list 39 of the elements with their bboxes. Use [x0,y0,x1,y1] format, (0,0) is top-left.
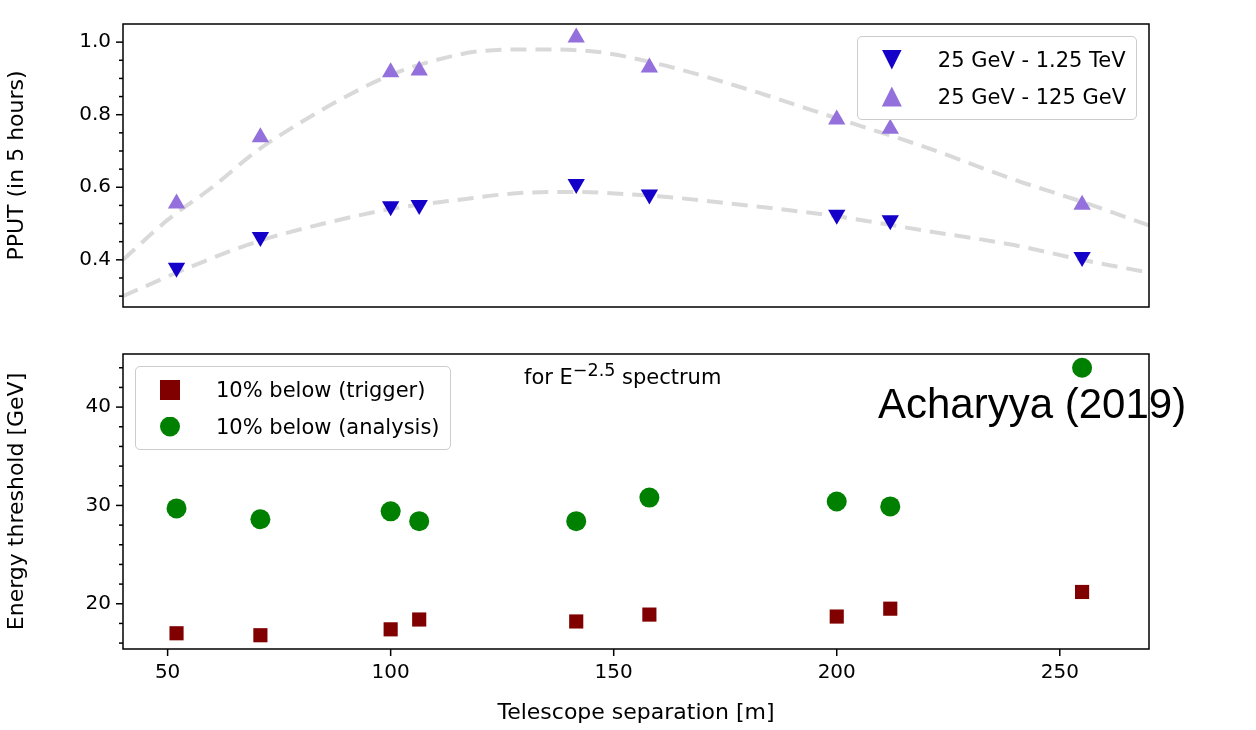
line-series [123,47,1149,262]
x-tick-label: 50 [154,659,181,684]
point [383,622,398,637]
point [169,626,184,641]
point [642,607,657,622]
point [569,614,584,629]
legend-label: 10% below (analysis) [216,414,440,439]
point [250,509,271,530]
annotation: for E$^{−2.5}$ spectrum [524,360,722,389]
point [380,501,401,522]
y-tick-label: 30 [85,491,111,516]
point [639,487,660,508]
x-tick-label: 150 [594,659,633,684]
y-tick-label: 0.6 [79,173,111,198]
point [880,496,901,517]
y-tick-label: 1.0 [79,28,111,53]
point [412,612,427,627]
point [166,498,187,519]
point [829,609,844,624]
legend-label: 25 GeV - 1.25 TeV [937,47,1126,72]
point [826,491,847,512]
point [1075,584,1090,600]
y-tick-label: 20 [85,589,111,614]
y-tick-label: 40 [85,393,111,418]
y-axis-title: PPUT (in 5 hours) [2,70,28,261]
point [409,511,430,532]
point [1072,357,1093,378]
point [253,628,268,643]
y-axis-title: Energy threshold [GeV] [2,372,28,631]
point [883,601,898,616]
x-tick-label: 250 [1040,659,1079,684]
point [566,511,587,532]
x-tick-label: 100 [371,659,410,684]
legend-label: 25 GeV - 125 GeV [937,84,1126,109]
y-tick-label: 0.8 [79,100,111,125]
y-tick-label: 0.4 [79,246,111,271]
x-axis-title: Telescope separation [m] [496,698,775,724]
x-tick-label: 200 [817,659,856,684]
legend-label: 10% below (trigger) [216,377,426,402]
